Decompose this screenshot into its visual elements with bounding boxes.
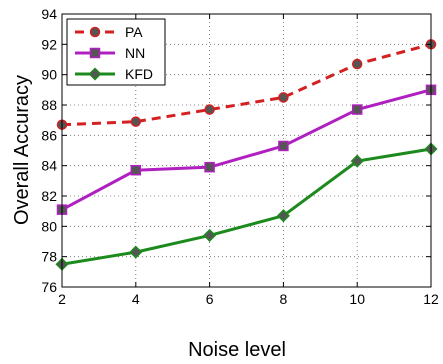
series-line-pa: [61, 42, 432, 127]
y-tick-label: 76: [41, 279, 57, 295]
legend-marker-pa: [89, 26, 101, 38]
x-axis-title: Noise level: [188, 339, 286, 361]
y-tick-label: 80: [41, 218, 57, 234]
x-tick-label: 8: [280, 291, 288, 307]
data-point-pa: [204, 104, 215, 115]
y-tick-label: 90: [41, 67, 57, 83]
y-tick-label: 92: [41, 36, 57, 52]
y-tick-label: 82: [41, 188, 57, 204]
x-tick-label: 4: [132, 291, 140, 307]
legend-marker-nn: [89, 47, 101, 59]
legend-label-pa: PA: [125, 24, 143, 40]
plot-frame: [61, 13, 432, 288]
series-line-kfd: [61, 147, 432, 266]
data-point-nn: [278, 140, 289, 152]
axes: [61, 13, 432, 288]
y-tick-label: 84: [41, 158, 57, 174]
y-tick-label: 86: [41, 127, 57, 143]
x-tick-label: 12: [423, 291, 439, 307]
data-point-nn: [130, 164, 142, 176]
data-point-nn: [204, 161, 215, 173]
legend-marker-kfd: [88, 67, 102, 81]
x-tick-label: 10: [349, 291, 365, 307]
data-point-pa: [130, 116, 142, 127]
data-point-nn: [351, 104, 363, 115]
tick-labels: 2 4 6 8 10 12 76 78 80 82 84 86 88 90 92 94: [41, 6, 439, 307]
data-point-kfd: [129, 245, 143, 259]
y-axis-title: Overall Accuracy: [11, 75, 33, 225]
data-point-pa: [278, 92, 289, 103]
data-point-kfd: [203, 228, 217, 242]
legend-label-kfd: KFD: [125, 66, 153, 82]
x-tick-label: 2: [58, 291, 66, 307]
data-point-kfd: [276, 209, 290, 223]
y-tick-label: 94: [41, 6, 57, 22]
legend: PA NN KFD: [66, 18, 166, 86]
y-tick-label: 88: [41, 97, 57, 113]
y-tick-label: 78: [41, 249, 57, 265]
data-point-pa: [351, 58, 363, 70]
series-line-nn: [61, 88, 432, 211]
legend-label-nn: NN: [125, 45, 145, 61]
data-point-kfd: [350, 154, 364, 168]
x-tick-label: 6: [206, 291, 214, 307]
